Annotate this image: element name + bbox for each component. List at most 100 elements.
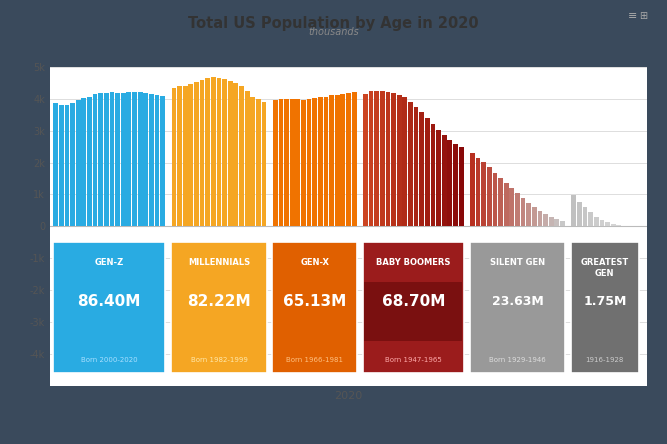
Bar xyxy=(453,144,458,226)
Bar xyxy=(504,183,509,226)
Bar xyxy=(279,99,283,226)
Text: 23.63M: 23.63M xyxy=(492,295,544,308)
Text: MILLENNIALS: MILLENNIALS xyxy=(188,258,250,267)
Bar xyxy=(261,102,266,226)
Bar xyxy=(588,212,593,226)
Bar xyxy=(492,173,498,226)
Bar xyxy=(476,158,480,226)
Bar xyxy=(431,124,436,226)
Bar xyxy=(363,242,464,373)
Bar xyxy=(81,98,86,226)
Bar xyxy=(59,105,63,226)
Text: GEN-X: GEN-X xyxy=(300,258,329,267)
Text: Born 1929-1946: Born 1929-1946 xyxy=(489,357,546,363)
Bar xyxy=(482,162,486,226)
Bar xyxy=(211,77,215,226)
Bar xyxy=(65,105,69,226)
Bar xyxy=(577,202,582,226)
Bar xyxy=(532,207,537,226)
Bar xyxy=(470,242,566,373)
Bar xyxy=(188,84,193,226)
Bar xyxy=(109,92,114,226)
Bar xyxy=(549,217,554,226)
Bar xyxy=(363,94,368,226)
Text: 1.75M: 1.75M xyxy=(583,295,626,308)
Bar xyxy=(98,93,103,226)
Bar xyxy=(560,221,565,226)
Bar xyxy=(369,91,374,226)
Bar xyxy=(205,78,210,226)
Bar xyxy=(571,242,638,373)
Bar xyxy=(329,95,334,226)
Text: GREATEST
GEN: GREATEST GEN xyxy=(581,258,629,278)
Text: 82.22M: 82.22M xyxy=(187,294,251,309)
Bar xyxy=(442,135,447,226)
Bar xyxy=(273,242,357,373)
Bar xyxy=(87,96,92,226)
Bar xyxy=(374,91,379,226)
Text: 65.13M: 65.13M xyxy=(283,294,346,309)
Bar xyxy=(470,153,475,226)
Bar xyxy=(318,97,323,226)
Text: 68.70M: 68.70M xyxy=(382,294,445,309)
Bar xyxy=(143,93,148,226)
Bar xyxy=(408,102,413,226)
Bar xyxy=(160,96,165,226)
Bar xyxy=(256,99,261,226)
Bar xyxy=(402,97,408,226)
Bar xyxy=(149,94,154,226)
Bar xyxy=(289,99,295,226)
Bar xyxy=(76,100,81,226)
Bar xyxy=(273,100,277,226)
Bar xyxy=(138,91,143,226)
Bar xyxy=(583,207,588,226)
Text: Total US Population by Age in 2020: Total US Population by Age in 2020 xyxy=(188,16,479,31)
Text: 1916-1928: 1916-1928 xyxy=(586,357,624,363)
Bar xyxy=(177,86,182,226)
Bar xyxy=(323,97,328,226)
Bar xyxy=(217,78,221,226)
Bar xyxy=(616,225,621,226)
Bar xyxy=(295,99,300,226)
Text: Born 2000-2020: Born 2000-2020 xyxy=(81,357,137,363)
Bar xyxy=(414,107,418,226)
Bar xyxy=(448,140,452,226)
Bar xyxy=(346,93,351,226)
Bar xyxy=(115,93,120,226)
Bar xyxy=(233,83,238,226)
Bar xyxy=(352,92,357,226)
Bar xyxy=(70,103,75,226)
Bar xyxy=(121,93,125,226)
Bar xyxy=(600,220,604,226)
Bar xyxy=(171,242,267,373)
Bar xyxy=(380,91,385,226)
Bar xyxy=(498,178,503,226)
Bar xyxy=(515,193,520,226)
Text: Born 1982-1999: Born 1982-1999 xyxy=(191,357,247,363)
Text: Born 1947-1965: Born 1947-1965 xyxy=(385,357,442,363)
Bar xyxy=(425,118,430,226)
Bar xyxy=(543,214,548,226)
Bar xyxy=(397,95,402,226)
Bar xyxy=(104,93,109,226)
Bar xyxy=(171,88,176,226)
Bar xyxy=(554,219,559,226)
Bar xyxy=(594,217,599,226)
Bar xyxy=(605,222,610,226)
Bar xyxy=(183,86,187,226)
Bar xyxy=(93,94,97,226)
Bar xyxy=(312,98,317,226)
Text: 86.40M: 86.40M xyxy=(77,294,141,309)
Bar xyxy=(611,224,616,226)
Bar xyxy=(301,99,306,226)
Bar xyxy=(420,112,424,226)
Bar xyxy=(510,188,514,226)
Text: SILENT GEN: SILENT GEN xyxy=(490,258,545,267)
Bar xyxy=(364,282,462,341)
Bar xyxy=(199,80,205,226)
Bar xyxy=(132,92,137,226)
Bar xyxy=(538,211,542,226)
Bar xyxy=(155,95,159,226)
Bar xyxy=(521,198,526,226)
Bar xyxy=(53,242,165,373)
